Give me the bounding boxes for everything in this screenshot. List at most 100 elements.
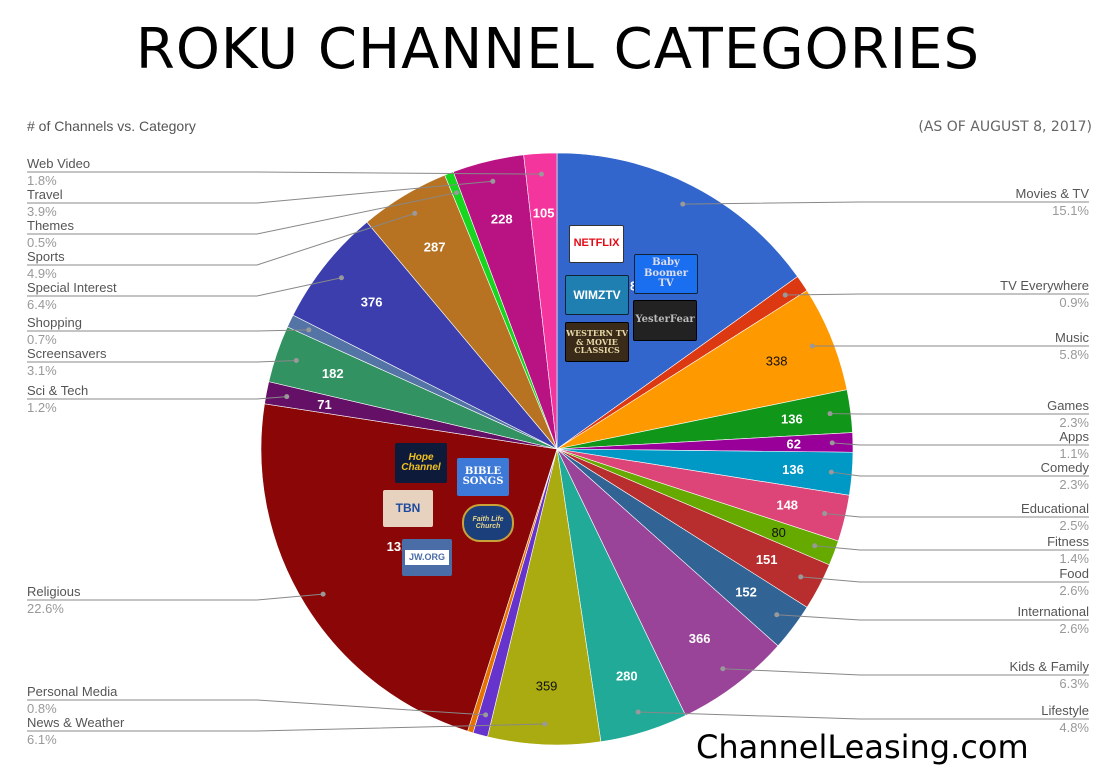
- bible-songs-logo: BIBLE SONGS: [457, 458, 509, 496]
- leader-dot: [338, 275, 344, 281]
- legend-label: Music: [1055, 330, 1089, 345]
- leader-line: [27, 180, 493, 204]
- legend-percent: 3.9%: [27, 204, 57, 219]
- leader-line: [27, 359, 297, 363]
- legend-label: Sci & Tech: [27, 383, 88, 398]
- leader-line: [800, 576, 1089, 583]
- leader-line: [27, 396, 287, 400]
- legend-label: TV Everywhere: [1000, 278, 1089, 293]
- legend-percent: 6.3%: [1059, 676, 1089, 691]
- slice-value-label: 287: [424, 239, 446, 254]
- leader-line: [27, 212, 415, 266]
- leader-dot: [490, 178, 496, 184]
- leader-dot: [798, 574, 804, 580]
- tbn-logo: TBN: [383, 490, 433, 527]
- jw-org-text: JW.ORG: [404, 549, 449, 566]
- leader-dot: [828, 469, 834, 475]
- legend-percent: 1.2%: [27, 400, 57, 415]
- leader-line: [27, 329, 309, 332]
- slice-value-label: 376: [361, 295, 383, 310]
- leader-dot: [822, 511, 828, 517]
- legend-percent: 3.1%: [27, 363, 57, 378]
- legend-percent: 15.1%: [1052, 203, 1089, 218]
- legend-label: Fitness: [1047, 534, 1089, 549]
- western-classics-logo: WESTERN TV & MOVIE CLASSICS: [565, 322, 629, 362]
- leader-line: [27, 277, 342, 297]
- footer-site: ChannelLeasing.com: [696, 728, 1029, 766]
- chart-subtitle: # of Channels vs. Category: [27, 118, 196, 134]
- page-title: ROKU CHANNEL CATEGORIES: [135, 17, 981, 82]
- leader-line: [824, 513, 1089, 518]
- jw-org-logo: JW.ORG: [402, 539, 452, 576]
- slice-value-label: 136: [781, 412, 803, 427]
- slice-value-label: 152: [735, 585, 757, 600]
- slice-value-label: 366: [689, 631, 711, 646]
- legend-label: Comedy: [1041, 460, 1090, 475]
- legend-percent: 0.8%: [27, 701, 57, 716]
- slice-value-label: 182: [322, 366, 344, 381]
- netflix-logo: NETFLIX: [569, 225, 624, 263]
- legend-label: Special Interest: [27, 280, 117, 295]
- baby-boomer-tv-logo: Baby Boomer TV: [634, 254, 698, 294]
- legend-label: Religious: [27, 584, 81, 599]
- leader-line: [638, 711, 1089, 720]
- slice-value-label: 151: [756, 552, 778, 567]
- slice-value-label: 71: [317, 397, 331, 412]
- leader-line: [785, 293, 1089, 296]
- leader-line: [776, 614, 1089, 621]
- legend-percent: 2.6%: [1059, 621, 1089, 636]
- leader-dot: [812, 543, 818, 549]
- leader-dot: [284, 394, 290, 400]
- leader-line: [27, 699, 486, 716]
- pie-slice: [292, 221, 558, 450]
- leader-line: [27, 723, 545, 732]
- leader-dot: [720, 666, 726, 672]
- legend-label: Personal Media: [27, 684, 118, 699]
- legend-percent: 1.4%: [1059, 551, 1089, 566]
- legend-label: Sports: [27, 249, 65, 264]
- slice-value-label: 105: [533, 206, 555, 221]
- legend-label: News & Weather: [27, 715, 125, 730]
- faith-life-church-logo: Faith Life Church: [462, 504, 514, 542]
- leader-dot: [635, 709, 641, 715]
- slice-value-label: 136: [782, 462, 804, 477]
- slice-value-label: 80: [771, 525, 785, 540]
- leader-dot: [809, 343, 815, 349]
- slice-value-label: 359: [536, 679, 558, 694]
- leader-dot: [293, 357, 299, 363]
- pie-slice: [523, 152, 558, 450]
- legend-label: Lifestyle: [1041, 703, 1089, 718]
- legend-label: Apps: [1059, 429, 1089, 444]
- legend-percent: 0.9%: [1059, 295, 1089, 310]
- legend-label: Food: [1059, 566, 1089, 581]
- leader-dot: [680, 201, 686, 207]
- legend-percent: 4.9%: [27, 266, 57, 281]
- legend-percent: 4.8%: [1059, 720, 1089, 735]
- legend-percent: 22.6%: [27, 601, 64, 616]
- leader-line: [682, 201, 1089, 205]
- leader-line: [27, 171, 542, 175]
- leader-dot: [483, 712, 489, 718]
- legend-percent: 0.5%: [27, 235, 57, 250]
- leader-dot: [827, 411, 833, 417]
- legend-label: Travel: [27, 187, 63, 202]
- legend-label: Themes: [27, 218, 74, 233]
- slice-value-label: 338: [766, 353, 788, 368]
- leader-line: [814, 545, 1089, 551]
- legend-percent: 2.3%: [1059, 477, 1089, 492]
- leader-line: [27, 192, 457, 235]
- slice-value-label: 148: [776, 498, 798, 513]
- as-of-date: (AS OF AUGUST 8, 2017): [918, 119, 1092, 135]
- leader-dot: [320, 591, 326, 597]
- legend-percent: 0.7%: [27, 332, 57, 347]
- legend-label: Web Video: [27, 156, 90, 171]
- legend-label: International: [1017, 604, 1089, 619]
- leader-dot: [782, 292, 788, 298]
- legend-label: Screensavers: [27, 346, 107, 361]
- pie-slice: [556, 448, 779, 716]
- legend-label: Movies & TV: [1016, 186, 1090, 201]
- legend-label: Educational: [1021, 501, 1089, 516]
- leader-dot: [538, 171, 544, 177]
- legend-label: Kids & Family: [1010, 659, 1090, 674]
- leader-dot: [829, 440, 835, 446]
